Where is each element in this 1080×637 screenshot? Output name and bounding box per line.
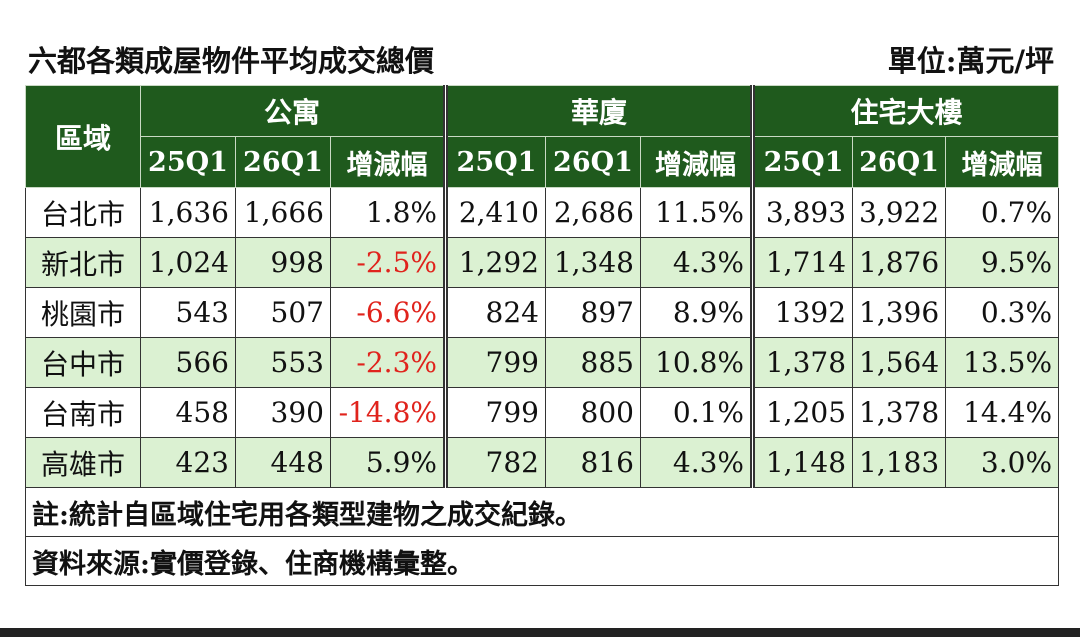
price-table: 區域 公寓 華廈 住宅大樓 25Q1 26Q1 增減幅 25Q1 26Q1 增減幅 25Q1 26Q1… [24, 85, 1060, 586]
value-cell: 2,686 [545, 187, 641, 238]
value-cell: 448 [235, 437, 331, 488]
value-cell: 1,205 [750, 387, 854, 438]
value-cell: 1,714 [750, 237, 854, 288]
subheader-row: 25Q1 26Q1 增減幅 25Q1 26Q1 增減幅 25Q1 26Q1 增減幅 [26, 136, 1060, 188]
value-cell: -2.3% [330, 337, 446, 388]
data-row: 台北市 1,636 1,666 1.8% 2,410 2,686 11.5% 3,893 3,9… [25, 187, 1060, 238]
column-header: 25Q1 [140, 136, 236, 188]
value-cell: 458 [140, 387, 236, 438]
group-header: 華廈 [442, 85, 754, 137]
bottom-bar [0, 628, 1080, 637]
value-cell: 1,564 [852, 337, 947, 388]
value-cell: 10.8% [639, 337, 754, 388]
column-header: 26Q1 [545, 136, 641, 188]
value-cell: -2.5% [330, 237, 446, 288]
value-cell: 4.3% [639, 437, 754, 488]
value-cell: 8.9% [639, 287, 754, 338]
region-cell: 台北市 [25, 187, 141, 238]
value-cell: 13.5% [945, 337, 1060, 388]
region-cell: 新北市 [25, 237, 141, 288]
value-cell: 9.5% [945, 237, 1060, 288]
region-cell: 台中市 [25, 337, 141, 388]
value-cell: 1392 [750, 287, 854, 338]
value-cell: 4.3% [639, 237, 754, 288]
value-cell: 14.4% [945, 387, 1060, 438]
column-header: 26Q1 [235, 136, 331, 188]
value-cell: 1,666 [235, 187, 331, 238]
column-header: 26Q1 [852, 136, 947, 188]
unit: 單位:萬元/坪 [887, 44, 1054, 78]
data-row: 高雄市 423 448 5.9% 782 816 4.3% 1,148 1,183 3.0% [25, 437, 1060, 488]
value-cell: 998 [235, 237, 331, 288]
value-cell: 1,148 [750, 437, 854, 488]
value-cell: 799 [443, 337, 546, 388]
data-row: 台南市 458 390 -14.8% 799 800 0.1% 1,205 1,378 14.4% [25, 387, 1060, 438]
column-header: 增減幅 [330, 136, 446, 188]
data-row: 桃園市 543 507 -6.6% 824 897 8.9% 1392 1,396 0.3% [25, 287, 1060, 338]
value-cell: 507 [235, 287, 331, 338]
value-cell: -6.6% [330, 287, 446, 338]
value-cell: 897 [545, 287, 641, 338]
value-cell: 3.0% [945, 437, 1060, 488]
value-cell: 885 [545, 337, 641, 388]
value-cell: 3,922 [852, 187, 947, 238]
value-cell: 1,378 [852, 387, 947, 438]
region-header: 區域 [25, 85, 141, 188]
data-row: 台中市 566 553 -2.3% 799 885 10.8% 1,378 1,564 13.5% [25, 337, 1060, 388]
value-cell: 423 [140, 437, 236, 488]
note: 註:統計自區域住宅用各類型建物之成交紀錄。 [24, 487, 1060, 537]
value-cell: 1,396 [852, 287, 947, 338]
value-cell: 1,636 [140, 187, 236, 238]
value-cell: 800 [545, 387, 641, 438]
region-cell: 桃園市 [25, 287, 141, 338]
value-cell: 566 [140, 337, 236, 388]
value-cell: 1,183 [852, 437, 947, 488]
column-header: 25Q1 [443, 136, 546, 188]
value-cell: 1,024 [140, 237, 236, 288]
data-row: 新北市 1,024 998 -2.5% 1,292 1,348 4.3% 1,714 1,876… [25, 237, 1060, 288]
value-cell: 543 [140, 287, 236, 338]
value-cell: 799 [443, 387, 546, 438]
column-header: 增減幅 [639, 136, 754, 188]
note-row: 資料來源:實價登錄、住商機構彙整。 [24, 536, 1060, 586]
value-cell: 0.3% [945, 287, 1060, 338]
value-cell: 2,410 [443, 187, 546, 238]
region-cell: 高雄市 [25, 437, 141, 488]
column-header: 增減幅 [945, 136, 1060, 188]
value-cell: 11.5% [639, 187, 754, 238]
region-cell: 台南市 [25, 387, 141, 438]
value-cell: 816 [545, 437, 641, 488]
value-cell: 5.9% [330, 437, 446, 488]
value-cell: -14.8% [330, 387, 446, 438]
value-cell: 1,378 [750, 337, 854, 388]
value-cell: 782 [443, 437, 546, 488]
group-header: 住宅大樓 [750, 85, 1060, 137]
value-cell: 0.1% [639, 387, 754, 438]
value-cell: 1,348 [545, 237, 641, 288]
value-cell: 3,893 [750, 187, 854, 238]
value-cell: 1,292 [443, 237, 546, 288]
note-row: 註:統計自區域住宅用各類型建物之成交紀錄。 [24, 487, 1060, 537]
value-cell: 553 [235, 337, 331, 388]
column-header: 25Q1 [750, 136, 854, 188]
header-row: 區域 公寓 華廈 住宅大樓 [25, 85, 1060, 188]
title: 六都各類成屋物件平均成交總價 [28, 44, 435, 78]
note: 資料來源:實價登錄、住商機構彙整。 [24, 536, 1060, 586]
value-cell: 0.7% [945, 187, 1060, 238]
value-cell: 1.8% [330, 187, 446, 238]
value-cell: 390 [235, 387, 331, 438]
value-cell: 824 [443, 287, 546, 338]
value-cell: 1,876 [852, 237, 947, 288]
group-header: 公寓 [140, 85, 446, 137]
